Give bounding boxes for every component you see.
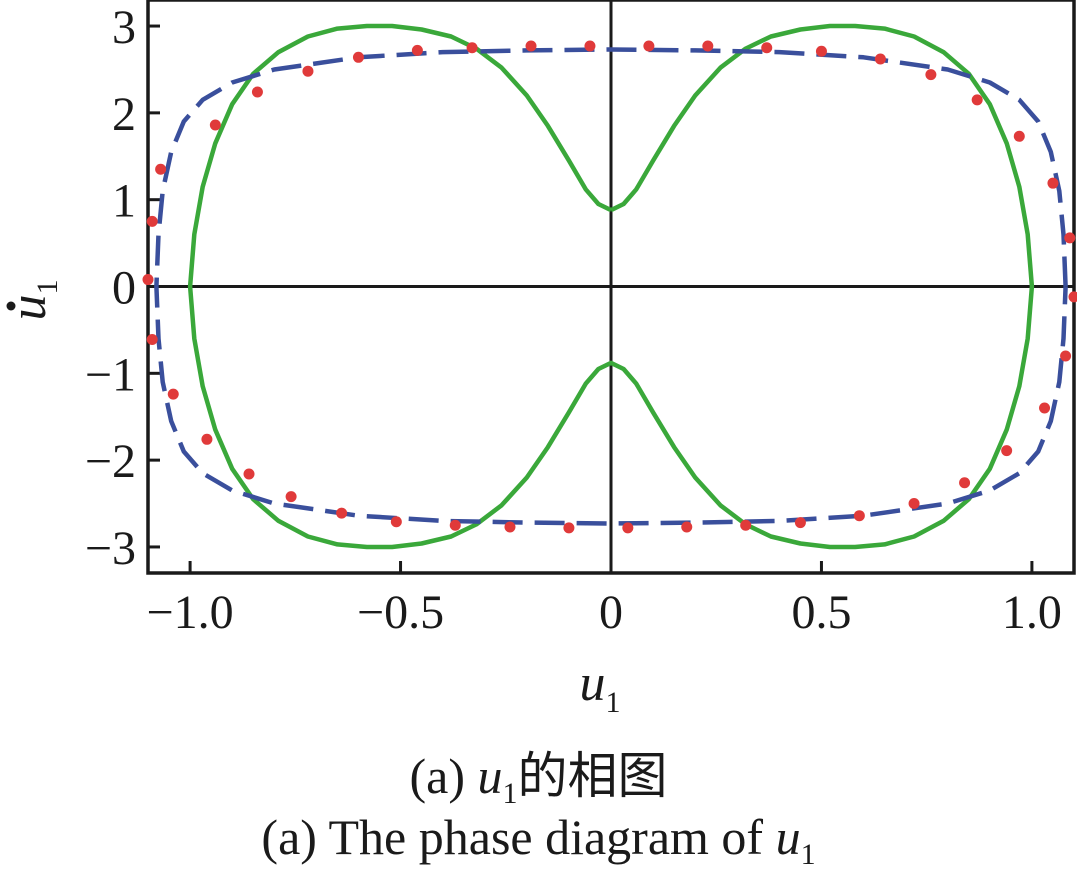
data-point: [251, 86, 263, 98]
caption-zh-suffix: 的相图: [517, 748, 668, 804]
series-dashed-line: [154, 47, 1068, 526]
data-point: [761, 42, 773, 54]
data-point: [971, 94, 983, 106]
data-point: [1064, 232, 1076, 244]
y-axis-label-dot: [6, 301, 16, 311]
y-tick-label: −1: [85, 348, 136, 401]
x-tick-label: −0.5: [357, 586, 444, 639]
data-point: [874, 53, 886, 65]
caption-en-prefix: (a) The phase diagram of: [261, 809, 776, 865]
caption-en-var: u: [775, 809, 801, 865]
data-point: [794, 517, 806, 529]
data-point: [740, 519, 752, 531]
data-point: [285, 491, 297, 503]
data-point: [352, 51, 364, 63]
data-point: [243, 468, 255, 480]
y-tick-label: 1: [112, 175, 136, 228]
series-layer: [142, 23, 1077, 550]
y-axis-label: u1: [0, 280, 64, 321]
caption-zh-sub: 1: [502, 777, 518, 810]
data-point: [336, 507, 348, 519]
data-point: [142, 274, 154, 286]
x-tick-label: 0.5: [791, 586, 851, 639]
data-point: [146, 215, 158, 227]
x-axis-label: u1: [580, 655, 621, 719]
data-point: [411, 44, 423, 56]
x-axis-ticks: −1.0 −0.5 0 0.5 1.0: [147, 561, 1062, 639]
caption-chinese: (a) u1的相图: [0, 736, 1077, 811]
data-point: [525, 40, 537, 52]
caption-english: (a) The phase diagram of u1: [0, 808, 1077, 872]
x-tick-label: 1.0: [1002, 586, 1062, 639]
data-point: [681, 521, 693, 533]
series-solid-line: [187, 23, 1035, 550]
data-point: [390, 516, 402, 528]
x-tick-label: 0: [599, 586, 623, 639]
caption-en-sub: 1: [800, 838, 816, 871]
data-point: [563, 522, 575, 534]
data-point: [1047, 177, 1059, 189]
y-tick-label: 3: [112, 1, 136, 54]
data-point: [466, 42, 478, 54]
data-point: [1039, 402, 1051, 414]
data-point: [702, 40, 714, 52]
data-point: [504, 521, 516, 533]
caption-zh-prefix: (a): [409, 748, 478, 804]
data-point: [908, 498, 920, 510]
x-tick-label: −1.0: [147, 586, 234, 639]
data-point: [201, 433, 213, 445]
data-point: [1060, 350, 1072, 362]
data-point: [925, 69, 937, 81]
y-tick-label: 2: [112, 88, 136, 141]
data-point: [959, 477, 971, 489]
y-axis-label-sub: 1: [31, 280, 64, 295]
data-point: [1001, 445, 1013, 457]
data-point: [1068, 291, 1077, 303]
data-point: [302, 65, 314, 77]
data-point: [584, 40, 596, 52]
data-point: [449, 519, 461, 531]
data-point: [815, 45, 827, 57]
data-point: [146, 333, 158, 345]
y-tick-label: −2: [85, 435, 136, 488]
data-point: [167, 388, 179, 400]
data-point: [853, 510, 865, 522]
svg-text:u1: u1: [0, 280, 64, 321]
caption-zh-var: u: [477, 748, 503, 804]
series-markers: [142, 40, 1077, 534]
y-tick-label: −3: [85, 522, 136, 575]
data-point: [209, 119, 221, 131]
x-axis-label-sub: 1: [606, 686, 621, 719]
data-point: [622, 522, 634, 534]
data-point: [643, 40, 655, 52]
y-axis-ticks: 3 2 1 0 −1 −2 −3: [85, 1, 160, 575]
y-tick-label: 0: [112, 262, 136, 315]
data-point: [155, 163, 167, 175]
x-axis-label-var: u: [580, 655, 606, 712]
data-point: [1013, 130, 1025, 142]
